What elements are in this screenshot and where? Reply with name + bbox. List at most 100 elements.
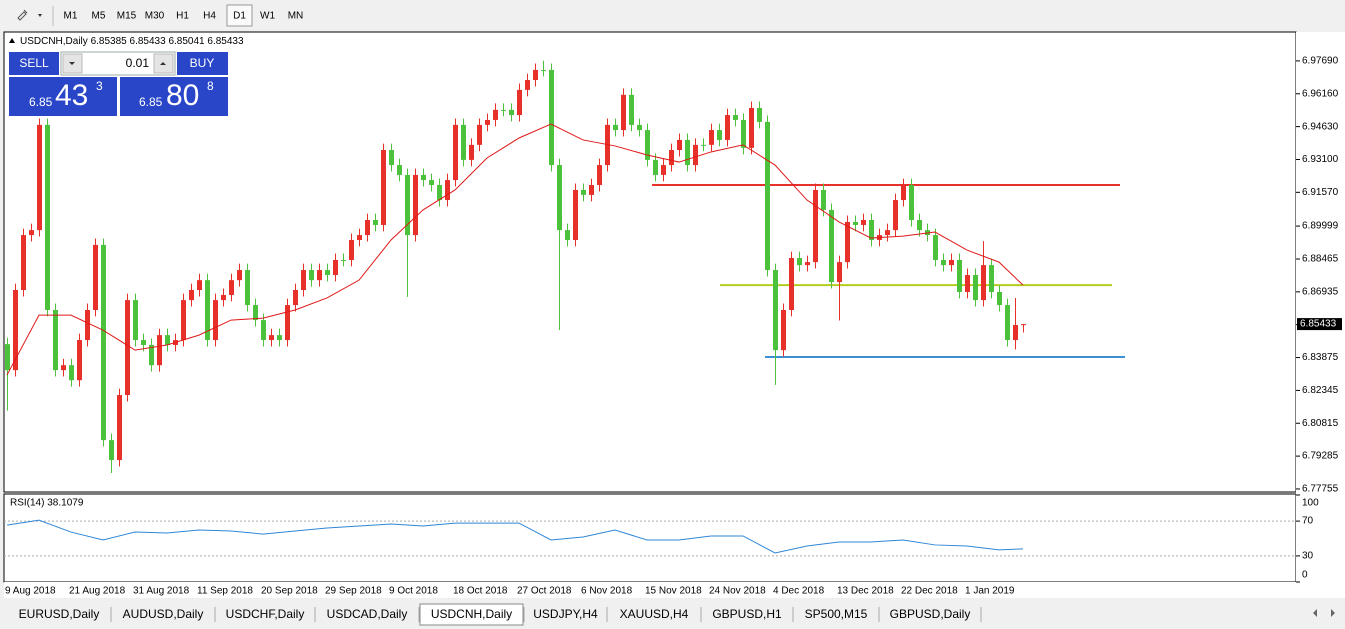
plot-layer: 6.97690 6.96160 6.94630 6.93100 6.91570 6.899… — [4, 56, 1342, 597]
candle-body — [573, 189, 578, 240]
candle-body — [13, 290, 18, 371]
candle-body — [669, 150, 674, 166]
candle-body — [437, 185, 442, 201]
tab-label: AUDUSD,Daily — [123, 607, 204, 621]
candle-body — [845, 221, 850, 263]
candle-body — [149, 344, 154, 366]
lot-value: 0.01 — [126, 56, 150, 70]
candle-body — [525, 80, 530, 90]
candle-body — [637, 124, 642, 131]
candle-body — [469, 144, 474, 160]
candle-body — [597, 165, 602, 186]
tab-label: USDCNH,Daily — [431, 607, 512, 621]
candle-body — [197, 280, 202, 291]
candle-body — [917, 220, 922, 231]
candle-body — [941, 259, 946, 266]
toolbar — [0, 0, 1345, 30]
candle-body — [589, 185, 594, 195]
candle-body — [493, 109, 498, 120]
candle-body — [509, 109, 514, 116]
candle-body — [349, 239, 354, 260]
tab-label: SP500,M15 — [805, 607, 868, 621]
candle-body — [277, 335, 282, 341]
timeframe-button[interactable] — [226, 4, 253, 27]
tab[interactable] — [8, 604, 110, 625]
buy-button[interactable] — [177, 52, 228, 75]
x-tick-label: 13 Dec 2018 — [837, 586, 894, 597]
candle-body — [293, 290, 298, 306]
x-tick-label: 9 Aug 2018 — [5, 586, 56, 597]
price-axis — [1296, 32, 1345, 598]
bid-big: 6.85 — [29, 95, 53, 109]
candle-body — [901, 185, 906, 201]
candle-body — [869, 220, 874, 240]
tab-label: GBPUSD,H1 — [712, 607, 782, 621]
x-tick-label: 11 Sep 2018 — [197, 586, 253, 597]
timeframe-label: MN — [288, 11, 304, 22]
sell-label: SELL — [19, 56, 49, 70]
candle-body — [893, 200, 898, 231]
candle-body — [53, 309, 58, 371]
candle-body — [61, 365, 66, 371]
timeframe-label: M1 — [64, 11, 78, 22]
y-tick-label: 6.86935 — [1302, 286, 1339, 297]
candle-body — [309, 270, 314, 281]
tab[interactable] — [216, 604, 314, 625]
lot-field[interactable] — [60, 51, 176, 76]
candle-body — [341, 259, 346, 261]
tab[interactable] — [525, 604, 606, 625]
candle-body — [981, 265, 986, 301]
up-arrow — [160, 62, 166, 65]
candle-body — [325, 270, 330, 275]
candle-body — [189, 290, 194, 301]
collapse-icon[interactable] — [9, 38, 15, 43]
tab[interactable] — [702, 604, 792, 625]
bid-box[interactable] — [9, 77, 117, 116]
candle-body — [885, 230, 890, 236]
rsi-plot — [3, 493, 1297, 583]
candle-body — [557, 165, 562, 231]
x-tick-label: 1 Jan 2019 — [965, 586, 1015, 597]
candle-body — [613, 124, 618, 131]
ask-box[interactable] — [120, 77, 228, 116]
tab[interactable] — [794, 604, 878, 625]
candle-body — [245, 270, 250, 306]
tab[interactable] — [112, 604, 214, 625]
rsi-tick-label: 70 — [1302, 516, 1314, 527]
moving-average — [6, 123, 1024, 376]
tab[interactable] — [880, 604, 980, 625]
time-axis — [4, 582, 1296, 598]
candle-body — [1005, 305, 1010, 341]
candle-body — [973, 274, 978, 301]
candle-body — [429, 180, 434, 186]
bid-pips: 43 — [55, 79, 88, 112]
tab[interactable] — [608, 604, 700, 625]
draw-tool[interactable] — [17, 9, 42, 21]
x-tick-label: 15 Nov 2018 — [645, 586, 702, 597]
y-tick-label: 6.88465 — [1302, 254, 1339, 265]
tab-left[interactable] — [1313, 609, 1317, 617]
close: 6.85433 — [207, 36, 244, 47]
x-tick-label: 31 Aug 2018 — [133, 586, 190, 597]
tab[interactable] — [419, 603, 524, 626]
candle-body — [261, 320, 266, 341]
y-tick-label: 6.91570 — [1302, 187, 1339, 198]
tab-right[interactable] — [1331, 609, 1335, 617]
candle-body — [45, 124, 50, 310]
candle-body — [133, 300, 138, 341]
tabs: EURUSD,Daily AUDUSD,Daily USDCHF,Daily USDC… — [8, 603, 982, 626]
candle-body — [717, 130, 722, 140]
candle-body — [965, 274, 970, 292]
candle-body — [501, 109, 506, 111]
tab[interactable] — [316, 604, 418, 625]
candle-body — [221, 294, 226, 301]
candle-body — [797, 258, 802, 266]
tab-label: USDCAD,Daily — [327, 607, 408, 621]
candle-body — [37, 124, 42, 231]
candle-body — [317, 270, 322, 281]
candle-body — [693, 144, 698, 166]
price-marker-label: 6.85433 — [1300, 319, 1337, 330]
candle-body — [141, 340, 146, 345]
ask-pips: 80 — [166, 79, 199, 112]
sell-button[interactable] — [9, 52, 59, 75]
